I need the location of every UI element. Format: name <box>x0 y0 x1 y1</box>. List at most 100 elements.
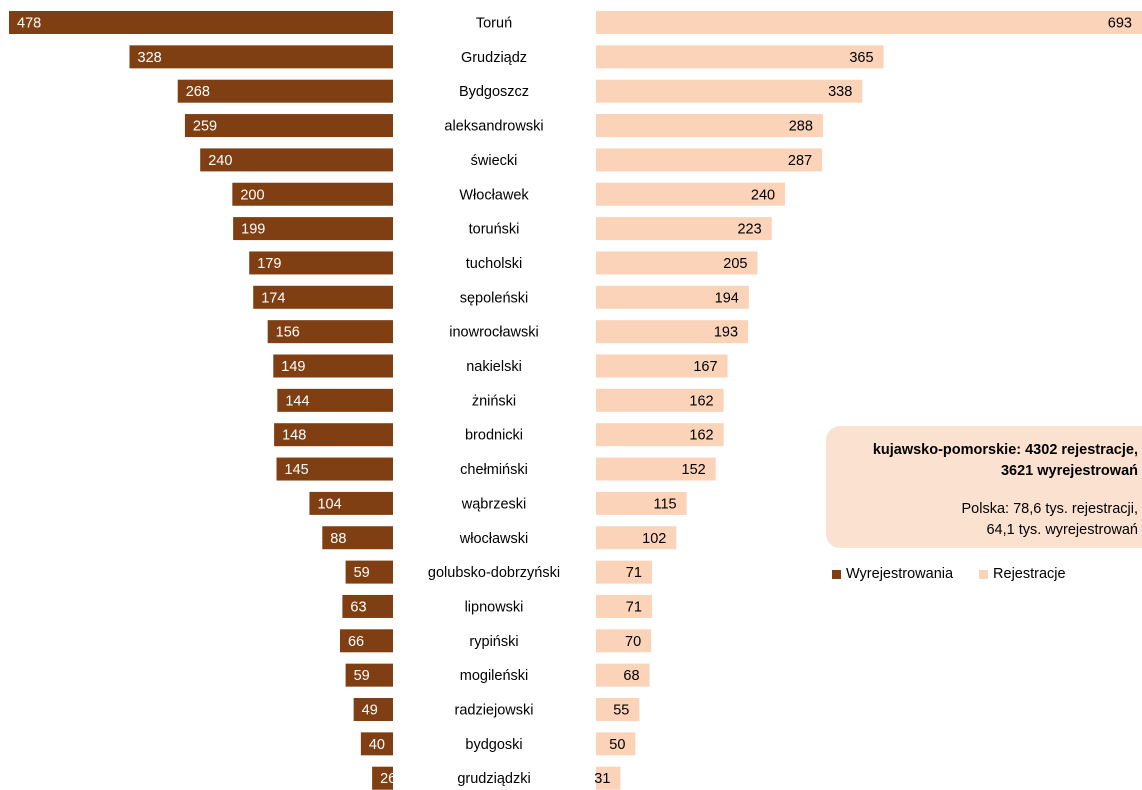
bar-wyrejestrowania-wąbrzeski <box>309 491 393 515</box>
summary-line-3: Polska: 78,6 tys. rejestracji, <box>961 501 1139 517</box>
label-rejestracje-inowrocławski: 193 <box>714 325 738 341</box>
bar-rejestracje-grudziądz <box>596 45 884 69</box>
category-label-włocławski: włocławski <box>459 531 529 547</box>
label-wyrejestrowania-żniński: 144 <box>285 393 309 409</box>
label-rejestracje-żniński: 162 <box>689 393 713 409</box>
bar-wyrejestrowania-toruń <box>9 11 393 34</box>
category-label-toruński: toruński <box>469 222 520 238</box>
category-label-lipnowski: lipnowski <box>465 599 524 615</box>
bar-wyrejestrowania-rypiński <box>339 629 393 653</box>
bar-rejestracje-toruń <box>596 11 1142 34</box>
category-label-grudziądzki: grudziądzki <box>457 771 530 787</box>
category-label-świecki: świecki <box>471 153 518 169</box>
legend-item-rejestracje: Rejestracje <box>979 566 1066 582</box>
bar-rejestracje-bydgoszcz <box>596 79 863 103</box>
label-rejestracje-chełmiński: 152 <box>682 462 706 478</box>
category-label-brodnicki: brodnicki <box>465 428 523 444</box>
label-rejestracje-nakielski: 167 <box>693 359 717 375</box>
label-wyrejestrowania-golubsko-dobrzyński: 59 <box>354 565 370 581</box>
label-wyrejestrowania-nakielski: 149 <box>281 359 305 375</box>
bar-wyrejestrowania-nakielski <box>273 354 393 378</box>
bar-wyrejestrowania-bydgoski <box>360 732 393 756</box>
label-wyrejestrowania-grudziądzki: 26 <box>380 771 396 787</box>
category-label-bydgoszcz: Bydgoszcz <box>459 84 529 100</box>
legend-label-wyrejestrowania: Wyrejestrowania <box>846 566 954 582</box>
legend: Wyrejestrowania Rejestracje <box>832 566 1092 582</box>
bar-rejestracje-golubsko-dobrzyński <box>596 560 652 584</box>
category-label-mogileński: mogileński <box>460 668 529 684</box>
label-wyrejestrowania-brodnicki: 148 <box>282 428 306 444</box>
bar-wyrejestrowania-aleksandrowski <box>184 114 393 138</box>
label-rejestracje-radziejowski: 55 <box>613 703 629 719</box>
legend-swatch-wyrejestrowania <box>832 569 841 579</box>
category-label-bydgoski: bydgoski <box>465 737 522 753</box>
bar-wyrejestrowania-sępoleński <box>253 285 393 309</box>
bar-rejestracje-włocławek <box>596 182 786 206</box>
category-label-włocławek: Włocławek <box>459 187 529 203</box>
bar-wyrejestrowania-toruński <box>233 217 393 241</box>
label-rejestracje-grudziądzki: 31 <box>594 771 610 787</box>
bar-wyrejestrowania-lipnowski <box>342 594 393 618</box>
label-wyrejestrowania-wąbrzeski: 104 <box>317 496 341 512</box>
label-wyrejestrowania-włocławek: 200 <box>240 187 264 203</box>
label-rejestracje-toruński: 223 <box>737 222 761 238</box>
bar-rejestracje-radziejowski <box>596 698 640 721</box>
bar-wyrejestrowania-żniński <box>277 388 393 412</box>
label-wyrejestrowania-radziejowski: 49 <box>362 703 378 719</box>
label-rejestracje-mogileński: 68 <box>623 668 639 684</box>
label-rejestracje-wąbrzeski: 115 <box>653 496 676 512</box>
bar-wyrejestrowania-chełmiński <box>276 457 393 481</box>
bar-rejestracje-bydgoski <box>596 732 636 756</box>
legend-swatch-rejestracje <box>979 569 989 579</box>
label-wyrejestrowania-rypiński: 66 <box>348 634 364 650</box>
bar-rejestracje-świecki <box>596 148 823 172</box>
bar-wyrejestrowania-radziejowski <box>353 698 393 721</box>
category-label-radziejowski: radziejowski <box>455 703 534 719</box>
bar-rejestracje-aleksandrowski <box>596 114 823 138</box>
category-label-tucholski: tucholski <box>466 256 522 272</box>
bar-wyrejestrowania-włocławski <box>322 526 393 550</box>
label-rejestracje-bydgoszcz: 338 <box>828 84 852 100</box>
label-wyrejestrowania-chełmiński: 145 <box>285 462 309 478</box>
category-label-rypiński: rypiński <box>469 634 518 650</box>
label-rejestracje-toruń: 693 <box>1108 16 1132 32</box>
category-label-nakielski: nakielski <box>466 359 522 375</box>
summary-line-1: kujawsko-pomorskie: 4302 rejestracje, <box>872 442 1138 458</box>
legend-item-wyrejestrowania: Wyrejestrowania <box>832 566 953 582</box>
label-rejestracje-bydgoski: 50 <box>609 737 625 753</box>
label-rejestracje-golubsko-dobrzyński: 71 <box>626 565 642 581</box>
bar-wyrejestrowania-grudziądzki <box>372 766 393 790</box>
label-wyrejestrowania-włocławski: 88 <box>330 531 346 547</box>
bar-wyrejestrowania-inowrocławski <box>267 320 393 344</box>
bar-wyrejestrowania-brodnicki <box>274 423 393 447</box>
category-label-żniński: żniński <box>472 393 516 409</box>
bar-wyrejestrowania-świecki <box>200 148 393 172</box>
bar-rejestracje-inowrocławski <box>596 320 749 344</box>
label-rejestracje-świecki: 287 <box>788 153 812 169</box>
category-label-wąbrzeski: wąbrzeski <box>461 496 526 512</box>
summary-line-2: 3621 wyrejestrowań <box>1000 463 1138 479</box>
label-wyrejestrowania-inowrocławski: 156 <box>276 325 300 341</box>
label-rejestracje-włocławski: 102 <box>642 531 666 547</box>
label-rejestracje-sępoleński: 194 <box>715 290 739 306</box>
bar-rejestracje-mogileński <box>596 663 650 687</box>
label-rejestracje-włocławek: 240 <box>751 187 775 203</box>
label-rejestracje-rypiński: 70 <box>625 634 641 650</box>
label-wyrejestrowania-tucholski: 179 <box>257 256 281 272</box>
label-wyrejestrowania-mogileński: 59 <box>354 668 370 684</box>
label-wyrejestrowania-toruń: 478 <box>17 16 41 32</box>
category-label-grudziądz: Grudziądz <box>461 50 527 66</box>
bar-wyrejestrowania-mogileński <box>345 663 393 687</box>
bar-rejestracje-nakielski <box>596 354 728 378</box>
label-rejestracje-lipnowski: 71 <box>626 599 642 615</box>
category-label-sępoleński: sępoleński <box>460 290 529 306</box>
bar-rejestracje-brodnicki <box>596 423 724 447</box>
legend-label-rejestracje: Rejestracje <box>993 566 1066 582</box>
bar-rejestracje-rypiński <box>596 629 652 653</box>
bar-wyrejestrowania-grudziądz <box>129 45 394 69</box>
label-rejestracje-brodnicki: 162 <box>689 428 713 444</box>
label-wyrejestrowania-bydgoski: 40 <box>369 737 385 753</box>
label-wyrejestrowania-toruński: 199 <box>241 222 265 238</box>
category-label-chełmiński: chełmiński <box>460 462 528 478</box>
